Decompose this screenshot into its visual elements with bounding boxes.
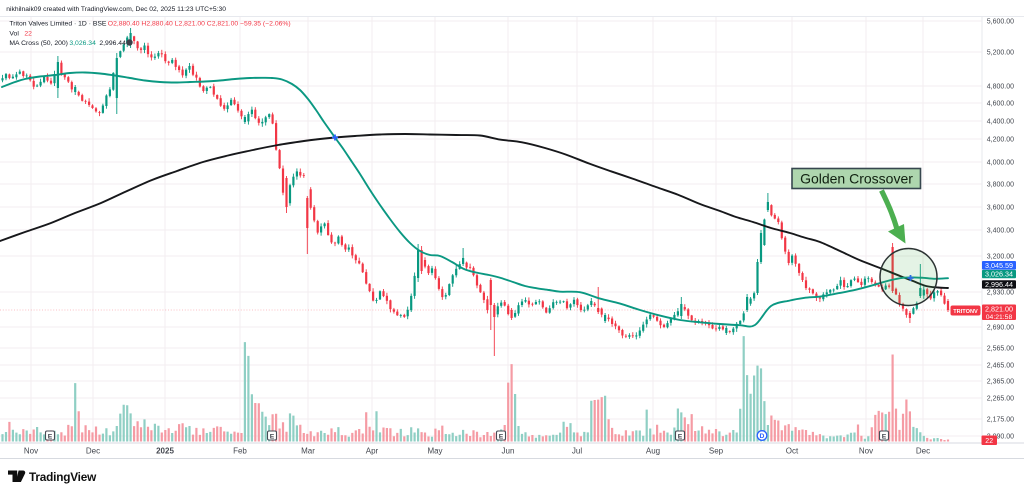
svg-text:Jun: Jun (502, 447, 515, 456)
svg-text:4,600.00: 4,600.00 (987, 101, 1014, 108)
svg-text:Golden Crossover: Golden Crossover (800, 171, 913, 187)
svg-text:3,600.00: 3,600.00 (987, 205, 1014, 212)
svg-text:Dec: Dec (916, 447, 930, 456)
svg-text:5,200.00: 5,200.00 (987, 50, 1014, 57)
svg-text:Vol: Vol (9, 31, 19, 38)
svg-text:2,996.44: 2,996.44 (99, 40, 126, 47)
svg-text:May: May (427, 447, 442, 456)
svg-text:2,565.00: 2,565.00 (987, 346, 1014, 353)
svg-text:E: E (678, 434, 683, 441)
svg-text:3,026.34: 3,026.34 (985, 270, 1013, 279)
svg-text:3,045.59: 3,045.59 (985, 261, 1013, 270)
svg-text:nikhilnaik09 created with Trad: nikhilnaik09 created with TradingView.co… (6, 6, 226, 13)
svg-text:Triton Valves Limited · 1D · B: Triton Valves Limited · 1D · BSE (9, 21, 107, 28)
svg-text:3,026.34: 3,026.34 (69, 40, 96, 47)
svg-text:22: 22 (985, 438, 993, 445)
svg-text:3,800.00: 3,800.00 (987, 182, 1014, 189)
svg-text:Feb: Feb (233, 447, 247, 456)
svg-text:Sep: Sep (709, 447, 724, 456)
svg-text:2025: 2025 (156, 447, 174, 456)
svg-text:E: E (48, 434, 53, 441)
svg-text:2,821.00: 2,821.00 (985, 305, 1013, 314)
svg-text:3,400.00: 3,400.00 (987, 228, 1014, 235)
svg-text:2,365.00: 2,365.00 (987, 379, 1014, 386)
svg-text:Mar: Mar (301, 447, 315, 456)
svg-text:TradingView: TradingView (29, 470, 97, 484)
svg-text:04:21:58: 04:21:58 (986, 314, 1013, 321)
svg-text:Oct: Oct (786, 447, 799, 456)
svg-text:2,090.00: 2,090.00 (987, 434, 1014, 441)
svg-text:TRITONV: TRITONV (953, 309, 978, 315)
svg-text:E: E (270, 434, 275, 441)
svg-text:5,600.00: 5,600.00 (987, 19, 1014, 26)
svg-text:E: E (499, 434, 504, 441)
svg-text:4,200.00: 4,200.00 (987, 137, 1014, 144)
svg-text:Aug: Aug (646, 447, 660, 456)
svg-text:2,175.00: 2,175.00 (987, 417, 1014, 424)
svg-text:D: D (760, 433, 765, 440)
svg-text:Jul: Jul (572, 447, 582, 456)
svg-text:Dec: Dec (86, 447, 100, 456)
svg-text:E: E (882, 434, 887, 441)
svg-text:22: 22 (24, 31, 32, 38)
svg-text:4,400.00: 4,400.00 (987, 119, 1014, 126)
svg-text:MA Cross (50, 200): MA Cross (50, 200) (9, 40, 68, 47)
svg-text:Apr: Apr (366, 447, 379, 456)
svg-text:2,996.44: 2,996.44 (985, 280, 1013, 289)
svg-text:O2,880.40 H2,880.40 L2,821.00: O2,880.40 H2,880.40 L2,821.00 C2,821.00 … (108, 21, 291, 28)
svg-text:4,000.00: 4,000.00 (987, 160, 1014, 167)
svg-text:2,690.00: 2,690.00 (987, 325, 1014, 332)
svg-text:2,465.00: 2,465.00 (987, 363, 1014, 370)
svg-text:2,930.00: 2,930.00 (987, 290, 1014, 297)
svg-text:2,265.00: 2,265.00 (987, 396, 1014, 403)
svg-text:Nov: Nov (859, 447, 873, 456)
svg-text:4,800.00: 4,800.00 (987, 84, 1014, 91)
svg-text:Nov: Nov (24, 447, 38, 456)
svg-text:3,200.00: 3,200.00 (987, 254, 1014, 261)
